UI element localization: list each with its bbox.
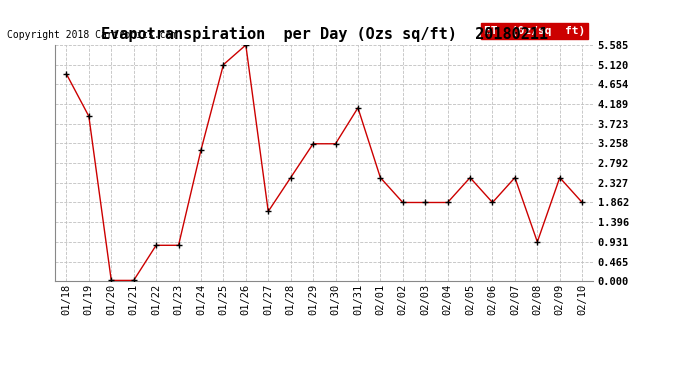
Text: Copyright 2018 Cartronics.com: Copyright 2018 Cartronics.com [7, 30, 177, 39]
Text: ET  (0z/sq  ft): ET (0z/sq ft) [484, 26, 585, 36]
Title: Evapotranspiration  per Day (Ozs sq/ft)  20180211: Evapotranspiration per Day (Ozs sq/ft) 2… [101, 27, 548, 42]
